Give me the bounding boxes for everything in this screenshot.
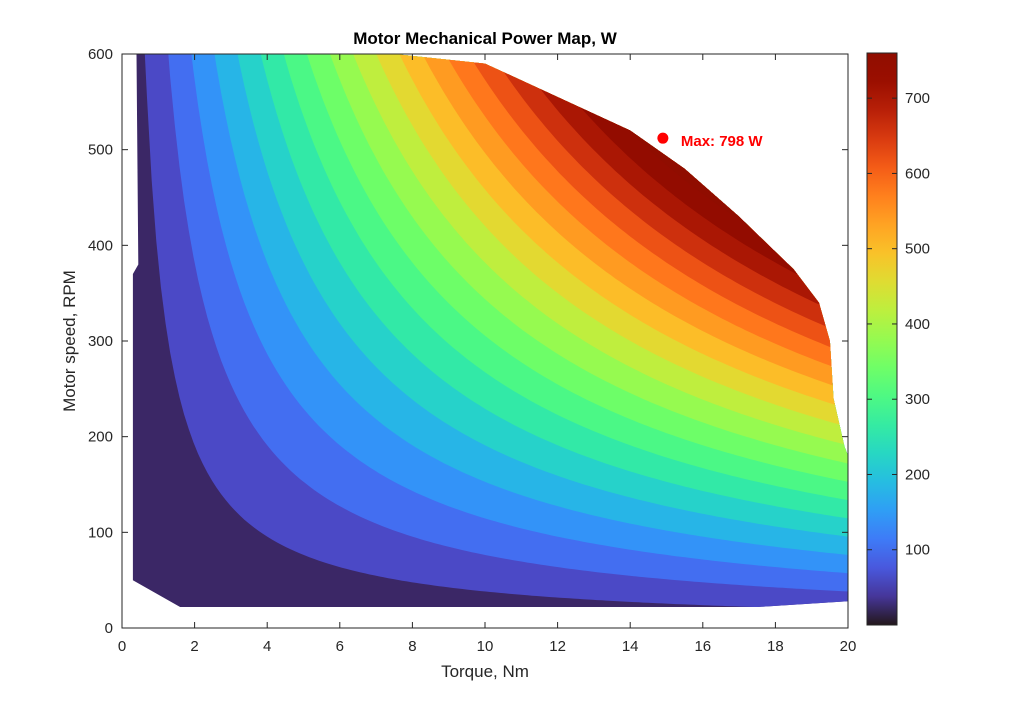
- colorbar-tick-label: 700: [905, 90, 930, 107]
- y-tick-label: 100: [88, 524, 113, 541]
- colorbar-tick-label: 500: [905, 241, 930, 258]
- chart-title: Motor Mechanical Power Map, W: [353, 29, 617, 48]
- x-tick-label: 16: [694, 638, 711, 655]
- x-tick-label: 20: [840, 638, 857, 655]
- y-tick-label: 500: [88, 142, 113, 159]
- y-axis-label: Motor speed, RPM: [60, 270, 79, 412]
- colorbar-tick-label: 600: [905, 165, 930, 182]
- colorbar-tick-label: 100: [905, 542, 930, 559]
- x-tick-label: 2: [190, 638, 198, 655]
- x-tick-label: 0: [118, 638, 126, 655]
- y-tick-label: 300: [88, 333, 113, 350]
- x-tick-label: 4: [263, 638, 271, 655]
- x-tick-label: 10: [477, 638, 494, 655]
- y-axis: 0 100 200 300 400 500 600: [88, 46, 848, 637]
- y-tick-label: 200: [88, 429, 113, 446]
- colorbar: 100 200 300 400 500 600 700: [866, 52, 930, 626]
- colorbar-tick-label: 200: [905, 466, 930, 483]
- x-tick-label: 14: [622, 638, 639, 655]
- y-tick-label: 0: [105, 620, 113, 637]
- x-tick-label: 18: [767, 638, 784, 655]
- x-axis-label: Torque, Nm: [441, 662, 529, 681]
- annotations: Max: 798 W: [657, 132, 764, 150]
- x-axis: 0 2 4 6 8 10 12 14 16 18 20: [118, 54, 857, 655]
- x-tick-label: 6: [336, 638, 344, 655]
- colorbar-gradient: [866, 52, 898, 626]
- max-point-label: Max: 798 W: [681, 133, 764, 150]
- x-tick-label: 8: [408, 638, 416, 655]
- x-tick-label: 12: [549, 638, 566, 655]
- y-tick-label: 600: [88, 46, 113, 63]
- colorbar-tick-label: 400: [905, 316, 930, 333]
- colorbar-tick-label: 300: [905, 391, 930, 408]
- max-point-marker: [657, 132, 669, 144]
- y-tick-label: 400: [88, 237, 113, 254]
